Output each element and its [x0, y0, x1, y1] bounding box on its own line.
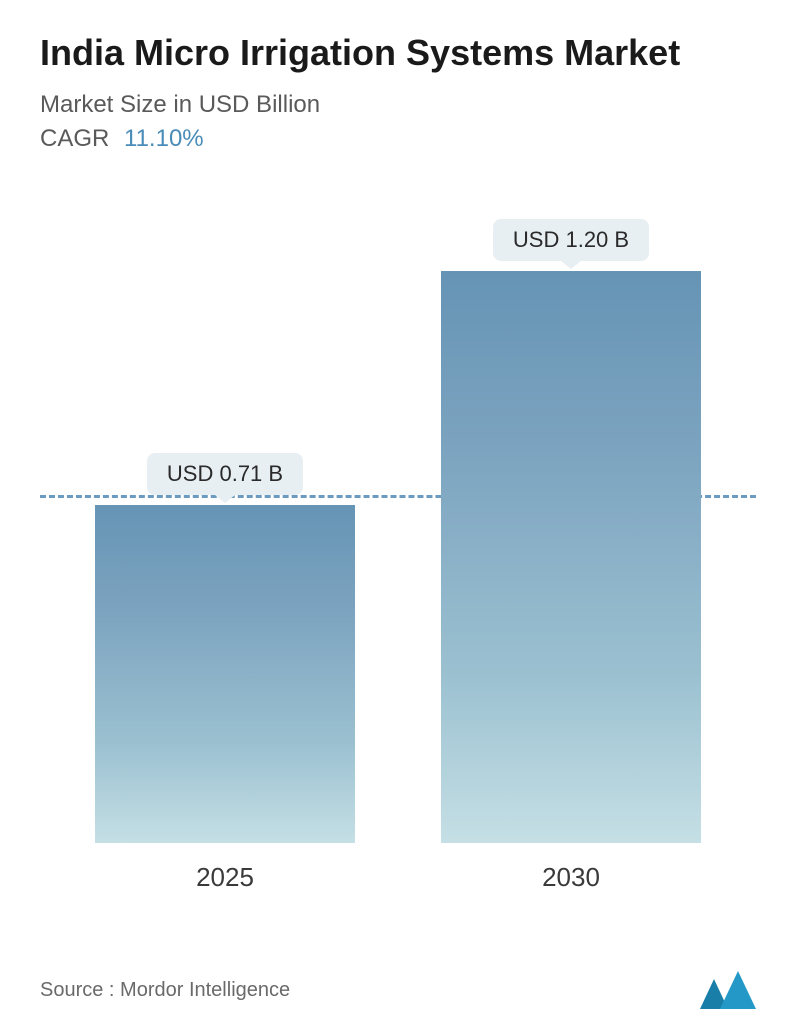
- chart-subtitle: Market Size in USD Billion: [40, 91, 756, 119]
- x-axis-labels: 2025 2030: [95, 862, 701, 893]
- bar-2025: [95, 505, 355, 843]
- x-label-2025: 2025: [95, 862, 355, 893]
- cagr-label: CAGR: [40, 125, 109, 152]
- cagr-row: CAGR 11.10%: [40, 125, 756, 153]
- footer: Source : Mordor Intelligence: [40, 971, 756, 1009]
- mordor-logo-icon: [700, 971, 756, 1009]
- bar-group-2025: USD 0.71 B: [95, 453, 355, 843]
- chart-area: USD 0.71 B USD 1.20 B 2025 2030: [40, 203, 756, 843]
- value-label-2025: USD 0.71 B: [147, 453, 303, 495]
- bars-container: USD 0.71 B USD 1.20 B: [95, 203, 701, 843]
- x-label-2030: 2030: [441, 862, 701, 893]
- value-label-2030: USD 1.20 B: [493, 219, 649, 261]
- bar-group-2030: USD 1.20 B: [441, 219, 701, 843]
- cagr-value: 11.10%: [124, 125, 204, 152]
- chart-title: India Micro Irrigation Systems Market: [40, 30, 756, 75]
- bar-2030: [441, 271, 701, 843]
- source-text: Source : Mordor Intelligence: [40, 979, 290, 1002]
